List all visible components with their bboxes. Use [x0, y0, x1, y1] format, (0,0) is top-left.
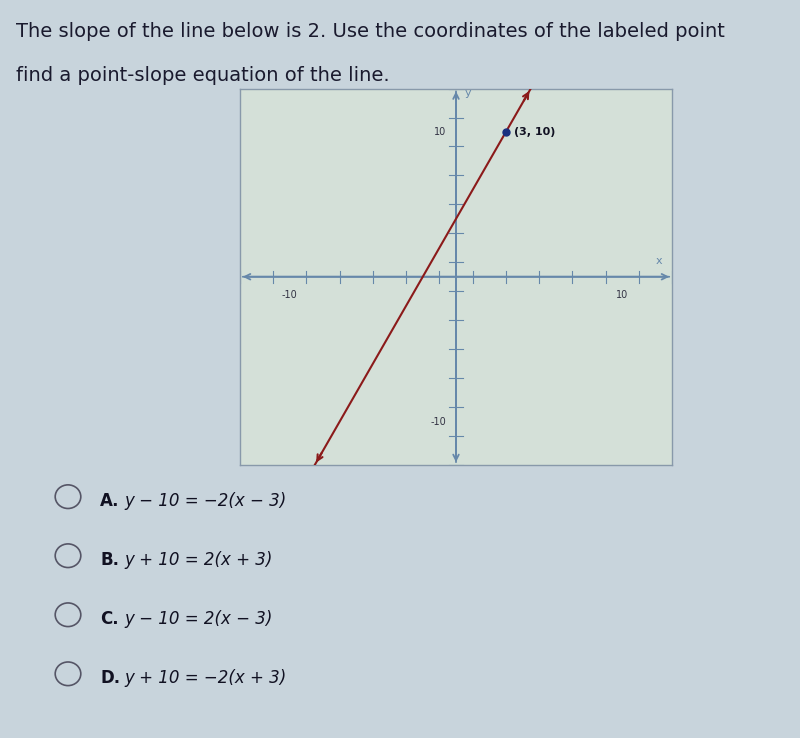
- Text: y − 10 = −2(x − 3): y − 10 = −2(x − 3): [124, 492, 286, 509]
- Text: find a point-slope equation of the line.: find a point-slope equation of the line.: [16, 66, 390, 86]
- Text: y − 10 = 2(x − 3): y − 10 = 2(x − 3): [124, 610, 272, 627]
- Text: 10: 10: [616, 290, 628, 300]
- Text: y + 10 = −2(x + 3): y + 10 = −2(x + 3): [124, 669, 286, 686]
- Text: y + 10 = 2(x + 3): y + 10 = 2(x + 3): [124, 551, 272, 568]
- Text: D.: D.: [100, 669, 120, 686]
- Text: A.: A.: [100, 492, 119, 509]
- Text: C.: C.: [100, 610, 118, 627]
- Text: B.: B.: [100, 551, 119, 568]
- Text: y: y: [464, 88, 471, 98]
- Text: x: x: [655, 256, 662, 266]
- Text: (3, 10): (3, 10): [514, 127, 555, 137]
- Text: 10: 10: [434, 127, 446, 137]
- Text: -10: -10: [282, 290, 298, 300]
- Text: -10: -10: [430, 416, 446, 427]
- Text: The slope of the line below is 2. Use the coordinates of the labeled point: The slope of the line below is 2. Use th…: [16, 22, 725, 41]
